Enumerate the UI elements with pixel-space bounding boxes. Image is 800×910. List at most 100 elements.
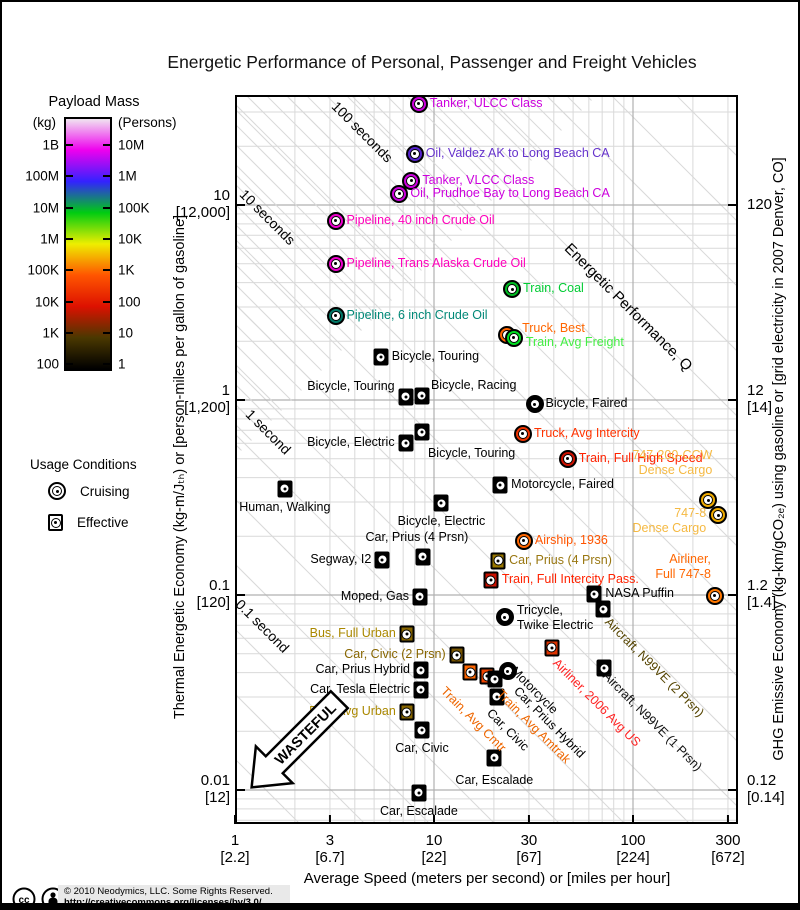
point-train-avg-freight [504,328,523,347]
point-label-pipeline-trans-alaska-crude-oil: Pipeline, Trans Alaska Crude Oil [346,255,526,270]
x-tick-label: 100 [224] [616,832,650,866]
point-747-8-dense-cargo [709,506,728,525]
colorbar-tick [103,269,112,272]
point-moped-gas [412,588,428,606]
point-label-car-prius-4-prsn: Car, Prius (4 Prsn) [365,529,469,544]
point-label-car-escalade: Car, Escalade [455,772,534,787]
y-right-tick-label: 1.2 [1.4] [747,577,777,611]
point-pipeline-trans-alaska-crude-oil [326,254,345,273]
colorbar-tick [103,206,112,209]
bottom-border-bar [2,903,798,908]
point-label-747-200-ccw-dense-cargo: 747-200-CCW Dense Cargo [632,448,713,478]
point-car-prius-4-prsn [490,552,506,570]
wasteful-arrow: WASTEFUL [250,689,350,789]
colorbar-unit-persons: (Persons) [118,115,177,130]
chart-title: Energetic Performance of Personal, Passe… [167,52,697,72]
point-label-motorcycle-faired: Motorcycle, Faired [511,477,614,492]
effective-marker-icon [48,514,63,531]
license-url[interactable]: http://creativecommons.org/licenses/by/3… [64,897,273,908]
colorbar-tick [103,300,112,303]
colorbar-kg-label: 1B [42,137,59,153]
license-strip [58,885,290,908]
point-label-tanker-ulcc-class: Tanker, ULCC Class [429,95,543,110]
point-label-segway-i2: Segway, I2 [310,551,372,566]
point-bicycle-touring [414,423,430,441]
colorbar-kg-label: 1K [42,325,59,341]
wasteful-text: WASTEFUL [272,700,340,768]
point-car-civic [489,688,505,706]
colorbar-tick [103,237,112,240]
colorbar-tick [64,175,73,178]
colorbar-tick [103,363,112,366]
point-label-bicycle-faired: Bicycle, Faired [545,396,628,411]
x-tick-label: 30 [67] [516,832,542,866]
usage-legend-item-cruising: Cruising [48,482,210,500]
point-car-civic [414,721,430,739]
point-bus-full-urban [399,625,415,643]
point-label-car-civic-2-prsn: Car, Civic (2 Prsn) [344,647,446,662]
point-airliner-full-747-8 [705,586,724,605]
point-label-car-civic: Car, Civic [395,741,449,756]
point-label-moped-gas: Moped, Gas [340,588,409,603]
colorbar-tick [64,206,73,209]
point-car-escalade [486,749,502,767]
point-bicycle-racing [414,387,430,405]
point-label-bicycle-racing: Bicycle, Racing [430,377,517,392]
point-label-pipeline-40-inch-crude-oil: Pipeline, 40 inch Crude Oil [346,212,495,227]
point-airliner-2006-avg-us [544,639,560,657]
point-pipeline-40-inch-crude-oil [326,211,345,230]
cruising-marker-icon [48,482,66,500]
point-oil-prudhoe-bay-to-long-beach-ca [390,184,409,203]
colorbar-kg-label: 100K [27,262,59,278]
point-label-oil-valdez-ak-to-long-beach-ca: Oil, Valdez AK to Long Beach CA [425,145,610,160]
colorbar-kg-label: 10M [32,200,59,216]
y-left-tick-label: 0.01 [12] [200,772,230,806]
colorbar-persons-label: 10M [118,137,145,153]
point-truck-avg-intercity [513,424,532,443]
point-motorcycle-faired [492,476,508,494]
usage-legend-title: Usage Conditions [30,457,137,472]
point-car-civic-2-prsn [449,646,465,664]
point-car-prius-hybrid [487,670,503,688]
license-text: © 2010 Neodymics, LLC. Some Rights Reser… [64,886,273,908]
point-label-bicycle-touring: Bicycle, Touring [427,446,516,461]
x-tick-label: 10 [22] [421,832,447,866]
point-label-train-full-intercity-pass: Train, Full Intercity Pass. [501,572,639,587]
usage-legend-item-effective: Effective [48,514,210,531]
colorbar-persons-label: 1M [118,168,137,184]
colorbar-tick [64,331,73,334]
colorbar-kg-label: 100 [36,356,59,372]
colorbar-tick [103,144,112,146]
point-bicycle-faired [525,395,544,414]
point-tanker-ulcc-class [409,94,428,113]
point-label-bicycle-electric: Bicycle, Electric [397,514,486,529]
copyright-line: © 2010 Neodymics, LLC. Some Rights Reser… [64,886,273,897]
usage-conditions-legend: Usage Conditions Cruising Effective [30,457,210,545]
usage-legend-label: Cruising [80,483,130,499]
point-label-nasa-puffin: NASA Puffin [605,586,674,601]
point-label-bicycle-touring: Bicycle, Touring [391,349,480,364]
y-left-axis-title: Thermal Energetic Economy (kg-m/Jₜₕ) or … [172,214,188,720]
colorbar-persons-label: 100K [118,200,150,216]
x-tick-label: 300 [672] [711,832,745,866]
point-label-bicycle-touring: Bicycle, Touring [307,378,395,393]
point-train-avg-cmtr [462,663,478,681]
plot-frame [235,95,738,824]
point-label-tricycle-twike-electric: Tricycle, Twike Electric [516,603,594,633]
colorbar-unit-kg: (kg) [32,115,56,130]
point-car-prius-4-prsn [415,548,431,566]
point-tanker-vlcc-class [402,171,421,190]
point-label-airliner-full-747-8: Airliner, Full 747-8 [655,551,711,581]
point-label-train-avg-freight: Train, Avg Freight [525,334,624,349]
point-747-200-ccw-dense-cargo [699,491,718,510]
point-label-car-escalade: Car, Escalade [380,803,458,818]
y-left-tick-label: 10 [12,000] [175,187,230,221]
point-oil-valdez-ak-to-long-beach-ca [405,144,424,163]
colorbar-tick [64,237,73,240]
point-label-car-prius-4-prsn: Car, Prius (4 Prsn) [509,552,612,567]
point-nasa-puffin [586,585,602,603]
colorbar-tick [64,144,73,146]
colorbar-kg-label: 10K [34,294,59,309]
y-right-tick-label: 12 [14] [747,382,773,416]
